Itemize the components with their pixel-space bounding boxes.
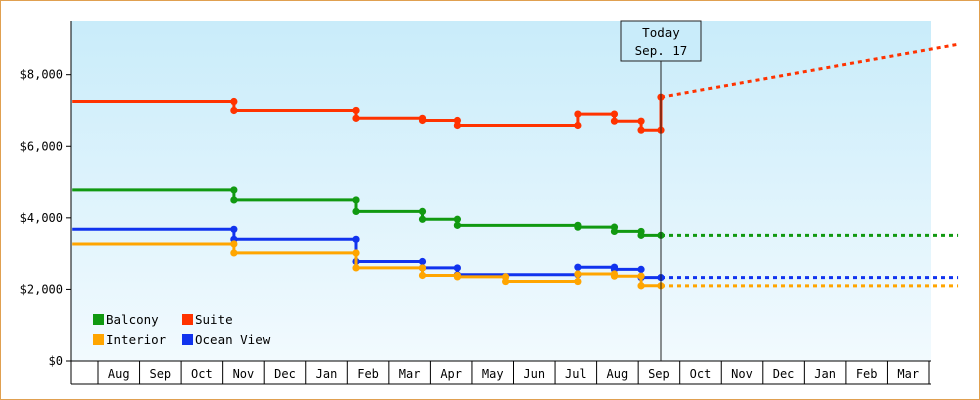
x-tick-label: Nov [233,367,255,381]
data-point [574,223,582,231]
x-tick-label: Aug [607,367,629,381]
data-point [453,264,462,272]
x-tick-label: Nov [731,367,753,381]
today-box [620,20,702,62]
data-point [453,116,462,125]
today-date: Sep. 17 [635,43,688,58]
data-point [352,196,360,204]
legend-item-interior: Interior [93,332,167,347]
series-suite [72,42,959,134]
legend-label: Interior [106,332,167,347]
series-line [72,242,661,288]
legend-swatch [182,314,193,325]
y-tick-label: $2,000 [20,282,63,296]
x-tick-label: Oct [690,367,712,381]
x-tick-label: May [482,367,504,381]
data-point [610,272,619,280]
y-axis: $0 $2,000 $4,000 $6,000 $8,000 [20,21,72,368]
data-point [610,117,619,125]
y-tick-label: $8,000 [20,68,63,82]
data-point [418,271,427,280]
x-tick-label: Sep [648,367,670,381]
series-lines [72,42,959,290]
data-point [574,270,582,278]
y-tick-label: $6,000 [20,139,63,153]
data-point [418,257,427,266]
data-point [352,264,360,272]
legend-swatch [93,314,104,325]
data-point [453,215,462,223]
data-point [230,225,238,233]
data-point [453,221,462,229]
x-tick-label: Mar [897,367,919,381]
data-point [352,106,360,115]
data-point [418,215,427,223]
data-point [453,121,462,130]
legend-label: Balcony [106,312,159,327]
data-point [352,235,360,243]
data-point [574,121,582,130]
series-balcony [72,186,959,239]
x-tick-label: Feb [357,367,379,381]
data-point [610,110,619,118]
data-point [637,282,645,290]
legend-label: Suite [195,312,233,327]
legend-swatch [93,334,104,345]
x-tick-label: Jun [523,367,545,381]
x-tick-label: Sep [149,367,171,381]
today-label: Today [642,25,680,40]
data-point [230,196,238,204]
legend-item-suite: Suite [182,312,233,327]
data-point [230,186,238,194]
x-tick-label: Mar [399,367,421,381]
data-point [418,207,427,215]
data-point [574,110,582,118]
today-marker: Today Sep. 17 [620,20,702,361]
data-point [502,277,510,286]
data-point [230,106,238,115]
data-point [574,263,582,271]
x-axis: Aug Sep Oct Nov Dec Jan Feb Mar Apr May Jun Jul Aug S… [70,360,931,385]
legend-label: Ocean View [195,332,271,347]
data-point [352,207,360,215]
legend: Balcony Suite Interior Ocean View [93,312,271,347]
data-point [637,117,645,125]
x-tick-label: Feb [856,367,878,381]
y-tick-label: $0 [49,354,63,368]
forecast-line [660,42,959,99]
data-point [637,126,645,134]
data-point [637,231,645,239]
data-point [230,249,238,257]
data-point [610,227,619,236]
x-tick-label: Dec [274,367,296,381]
x-tick-label: Dec [773,367,795,381]
legend-item-balcony: Balcony [93,312,159,327]
series-interior [72,240,959,290]
data-point [418,264,427,272]
data-point [230,240,238,248]
x-tick-label: Jan [814,367,836,381]
data-point [637,272,645,280]
legend-item-ocean-view: Ocean View [182,332,271,347]
x-tick-label: Apr [440,367,462,381]
data-point [352,114,360,122]
x-tick-label: Jul [565,367,587,381]
data-point [418,116,427,125]
y-tick-label: $4,000 [20,211,63,225]
data-point [453,273,462,281]
data-point [352,249,360,257]
legend-swatch [182,334,193,345]
x-tick-label: Jan [316,367,338,381]
x-tick-label: Oct [191,367,213,381]
x-tick-label: Aug [108,367,130,381]
data-point [637,265,645,273]
data-point [574,277,582,286]
data-point [230,97,238,106]
